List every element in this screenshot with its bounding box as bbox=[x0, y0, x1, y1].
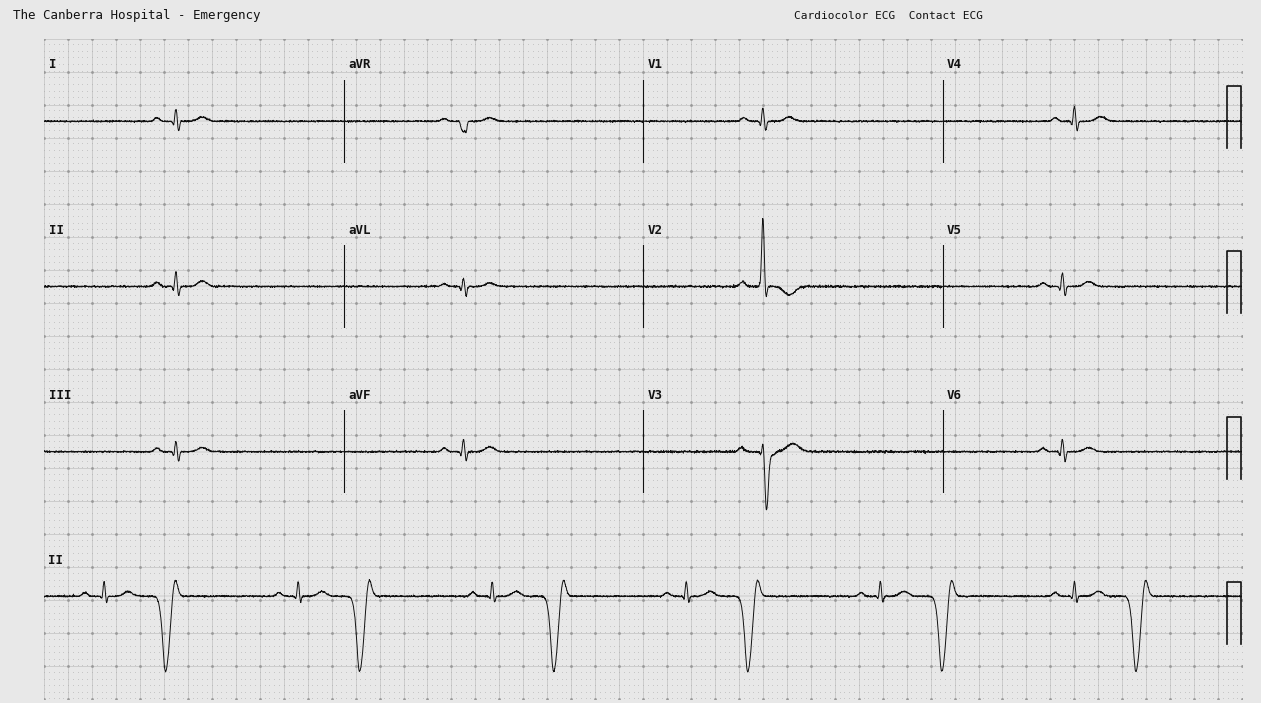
Text: aVF: aVF bbox=[348, 389, 371, 402]
Text: V1: V1 bbox=[648, 58, 662, 72]
Text: Cardiocolor ECG  Contact ECG: Cardiocolor ECG Contact ECG bbox=[794, 11, 984, 21]
Text: aVR: aVR bbox=[348, 58, 371, 72]
Text: V2: V2 bbox=[648, 224, 662, 237]
Text: II: II bbox=[49, 224, 63, 237]
Text: V6: V6 bbox=[947, 389, 962, 402]
Text: II: II bbox=[48, 554, 63, 567]
Text: V3: V3 bbox=[648, 389, 662, 402]
Text: The Canberra Hospital - Emergency: The Canberra Hospital - Emergency bbox=[13, 9, 260, 22]
Text: aVL: aVL bbox=[348, 224, 371, 237]
Text: V4: V4 bbox=[947, 58, 962, 72]
Text: III: III bbox=[49, 389, 71, 402]
Text: V5: V5 bbox=[947, 224, 962, 237]
Text: I: I bbox=[49, 58, 57, 72]
